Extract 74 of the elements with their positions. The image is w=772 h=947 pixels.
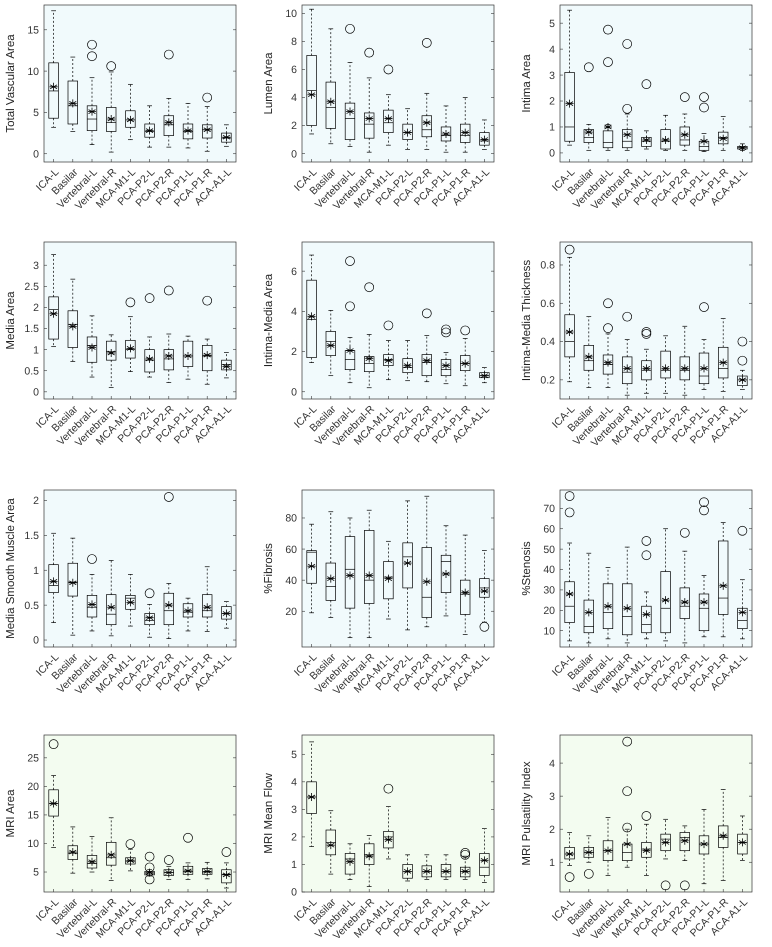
y-tick-label: 1 <box>549 856 556 869</box>
y-axis-title: %Stenosis <box>521 541 533 596</box>
y-tick-label: 0 <box>549 148 556 160</box>
y-tick-label: 20 <box>285 606 298 618</box>
y-tick-label: 2 <box>549 96 556 108</box>
y-tick-label: 0.5 <box>24 600 40 612</box>
y-tick-label: 1 <box>291 859 298 872</box>
y-tick-label: 0 <box>291 148 298 160</box>
y-axis-title: MRI Mean Flow <box>263 772 275 854</box>
y-tick-label: 0.2 <box>540 374 556 387</box>
y-axis-title: Media Smooth Muscle Area <box>5 498 17 639</box>
y-tick-label: 2 <box>291 120 298 132</box>
y-tick-label: 0.8 <box>540 260 556 272</box>
y-axis-title: %Fibrosis <box>263 543 275 594</box>
y-tick-label: 1 <box>33 564 40 577</box>
y-tick-label: 0 <box>33 386 40 398</box>
y-tick-label: 2.5 <box>24 280 40 293</box>
y-tick-label: 20 <box>543 604 556 617</box>
y-tick-label: 60 <box>543 523 556 536</box>
y-tick-label: 0 <box>33 634 40 647</box>
y-tick-label: 1 <box>33 344 40 356</box>
y-tick-label: 2 <box>291 346 298 358</box>
y-tick-label: 8 <box>291 36 298 48</box>
y-tick-label: 4 <box>291 776 298 788</box>
y-tick-label: 4 <box>291 92 298 104</box>
y-tick-label: 10 <box>27 66 40 78</box>
y-axis-title: Intima Area <box>521 54 533 113</box>
y-tick-label: 0 <box>291 886 298 899</box>
y-tick-label: 2 <box>291 832 298 844</box>
y-tick-label: 4 <box>549 44 556 56</box>
y-tick-label: 60 <box>285 544 298 556</box>
y-tick-label: 5 <box>33 866 40 879</box>
y-tick-label: 50 <box>543 544 556 556</box>
y-tick-label: 3 <box>33 260 40 272</box>
y-tick-label: 5 <box>291 748 298 761</box>
y-tick-label: 10 <box>27 838 40 850</box>
y-tick-label: 0.5 <box>24 365 40 378</box>
y-tick-label: 15 <box>27 810 40 822</box>
y-axis-title: Total Vascular Area <box>5 34 17 133</box>
y-tick-label: 0 <box>33 148 40 160</box>
y-tick-label: 1 <box>549 122 556 134</box>
y-tick-label: 3 <box>549 70 556 82</box>
y-tick-label: 20 <box>27 781 40 794</box>
y-tick-label: 1.5 <box>24 323 40 336</box>
y-tick-label: 25 <box>27 752 40 765</box>
y-tick-label: 30 <box>543 584 556 597</box>
y-tick-label: 10 <box>285 8 298 20</box>
y-tick-label: 2 <box>33 302 40 314</box>
y-tick-label: 2 <box>33 495 40 508</box>
y-tick-label: 0.4 <box>540 336 556 348</box>
y-tick-label: 40 <box>543 564 556 576</box>
y-tick-label: 6 <box>291 266 298 278</box>
y-tick-label: 0 <box>291 386 298 398</box>
y-tick-label: 40 <box>285 574 298 587</box>
y-tick-label: 4 <box>549 758 556 770</box>
y-tick-label: 1.5 <box>24 530 40 542</box>
y-tick-label: 5 <box>549 18 556 30</box>
y-axis-title: Intima-Media Thickness <box>521 260 533 382</box>
y-tick-label: 80 <box>285 512 298 525</box>
y-tick-label: 4 <box>291 306 298 318</box>
y-axis-title: Intima-Media Area <box>263 273 275 368</box>
y-tick-label: 0.6 <box>540 298 556 310</box>
y-tick-label: 5 <box>33 107 40 120</box>
y-tick-label: 3 <box>291 804 298 816</box>
y-axis-title: Media Area <box>5 290 17 350</box>
y-axis-title: Lumen Area <box>263 52 275 115</box>
y-tick-label: 10 <box>543 625 556 638</box>
y-tick-label: 6 <box>291 64 298 76</box>
y-axis-title: MRI Pulsatility Index <box>521 761 533 866</box>
y-axis-title: MRI Area <box>5 788 17 838</box>
y-tick-label: 15 <box>27 24 40 36</box>
y-tick-label: 70 <box>543 503 556 516</box>
y-tick-label: 3 <box>549 790 556 803</box>
y-tick-label: 2 <box>549 824 556 836</box>
